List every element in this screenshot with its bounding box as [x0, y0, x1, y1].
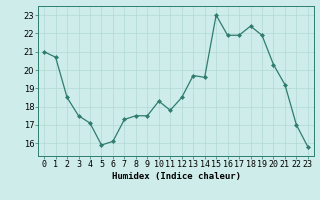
X-axis label: Humidex (Indice chaleur): Humidex (Indice chaleur): [111, 172, 241, 181]
